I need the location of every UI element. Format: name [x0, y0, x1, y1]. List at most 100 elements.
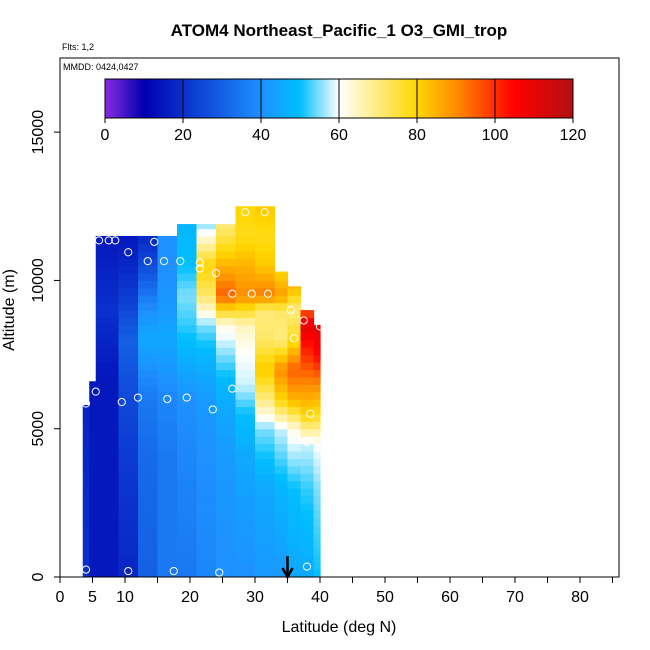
heatmap-cell	[287, 480, 302, 489]
heatmap-cell	[255, 206, 276, 215]
heatmap-cell	[274, 369, 289, 378]
heatmap-cell	[300, 502, 315, 511]
heatmap-cell	[255, 428, 276, 437]
heatmap-cell	[89, 547, 100, 556]
heatmap-cell	[118, 324, 139, 333]
heatmap-cell	[196, 554, 217, 563]
heatmap-cell	[157, 243, 178, 252]
heatmap-cell	[255, 339, 276, 348]
heatmap-cell	[287, 391, 302, 400]
heatmap-cell	[118, 235, 139, 244]
heatmap-cell	[313, 384, 321, 393]
observation-point	[94, 236, 104, 245]
heatmap-cell	[82, 443, 90, 452]
x-tick-label: 10	[116, 589, 134, 606]
observation-point	[195, 258, 204, 267]
heatmap-cell	[196, 391, 217, 400]
heatmap-cell	[89, 480, 100, 489]
heatmap-cell	[313, 480, 321, 489]
heatmap-cell	[255, 265, 276, 274]
heatmap-cell	[177, 502, 198, 511]
heatmap-cell	[300, 361, 315, 370]
heatmap-cell	[274, 458, 289, 467]
heatmap-cell	[274, 539, 289, 548]
heatmap-cell	[82, 404, 90, 408]
heatmap-cell	[287, 554, 302, 563]
heatmap-cell	[95, 250, 107, 259]
heatmap-cell	[255, 495, 276, 504]
heatmap-cell	[138, 310, 159, 319]
heatmap-cell	[138, 287, 159, 296]
heatmap-cell	[313, 443, 321, 452]
heatmap-cell	[89, 381, 100, 385]
heatmap-cell	[177, 339, 198, 348]
heatmap-cell	[157, 510, 178, 519]
heatmap-cell	[274, 339, 289, 348]
heatmap-cell	[196, 265, 217, 274]
heatmap-cell	[82, 421, 90, 430]
heatmap-cell	[255, 443, 276, 452]
heatmap-cell	[255, 510, 276, 519]
heatmap-cell	[82, 547, 90, 556]
heatmap-cell	[196, 228, 217, 237]
heatmap-cell	[95, 369, 107, 378]
heatmap-cell	[313, 369, 321, 378]
heatmap-cell	[196, 317, 217, 326]
y-tick-label: 15000	[30, 110, 47, 155]
heatmap-cell	[157, 502, 178, 511]
heatmap-cell	[196, 332, 217, 341]
x-tick-label: 50	[376, 589, 394, 606]
heatmap-cell	[138, 473, 159, 482]
heatmap-cell	[138, 280, 159, 289]
heatmap-cell	[196, 510, 217, 519]
heatmap-cell	[255, 391, 276, 400]
heatmap-cell	[313, 376, 321, 385]
heatmap-cell	[157, 332, 178, 341]
heatmap-cell	[216, 317, 237, 326]
heatmap-cell	[216, 235, 237, 244]
heatmap-cell	[196, 224, 217, 230]
heatmap-cell	[255, 324, 276, 333]
heatmap-cell	[95, 562, 107, 571]
heatmap-cell	[95, 458, 107, 467]
heatmap-cell	[196, 361, 217, 370]
heatmap-cell	[89, 495, 100, 504]
heatmap-cell	[105, 317, 120, 326]
heatmap-cell	[235, 436, 256, 445]
heatmap-cell	[95, 406, 107, 415]
heatmap-cell	[177, 421, 198, 430]
heatmap-cell	[118, 250, 139, 259]
heatmap-cell	[89, 569, 100, 577]
heatmap-cell	[235, 480, 256, 489]
heatmap-cell	[89, 562, 100, 571]
heatmap-cell	[82, 450, 90, 459]
heatmap-cell	[313, 539, 321, 548]
observation-point	[263, 289, 273, 298]
heatmap-cell	[95, 258, 107, 267]
heatmap-cell	[177, 317, 198, 326]
heatmap-cell	[95, 443, 107, 452]
heatmap-cell	[235, 324, 256, 333]
heatmap-cell	[118, 413, 139, 422]
heatmap-cell	[287, 428, 302, 437]
heatmap-cell	[300, 517, 315, 526]
heatmap-cell	[105, 369, 120, 378]
heatmap-cell	[118, 450, 139, 459]
heatmap-cell	[157, 324, 178, 333]
heatmap-cell	[216, 502, 237, 511]
heatmap-cell	[300, 324, 315, 333]
heatmap-cell	[216, 510, 237, 519]
heatmap-cell	[177, 413, 198, 422]
heatmap-cell	[138, 495, 159, 504]
heatmap-cell	[235, 517, 256, 526]
x-tick-label: 40	[311, 589, 329, 606]
heatmap-cell	[313, 332, 321, 341]
heatmap-cell	[235, 473, 256, 482]
heatmap-cell	[255, 517, 276, 526]
heatmap-cell	[287, 562, 302, 571]
heatmap-cell	[157, 250, 178, 259]
heatmap-cell	[255, 310, 276, 319]
heatmap-cell	[105, 302, 120, 311]
heatmap-cell	[313, 436, 321, 445]
heatmap-cell	[255, 250, 276, 259]
